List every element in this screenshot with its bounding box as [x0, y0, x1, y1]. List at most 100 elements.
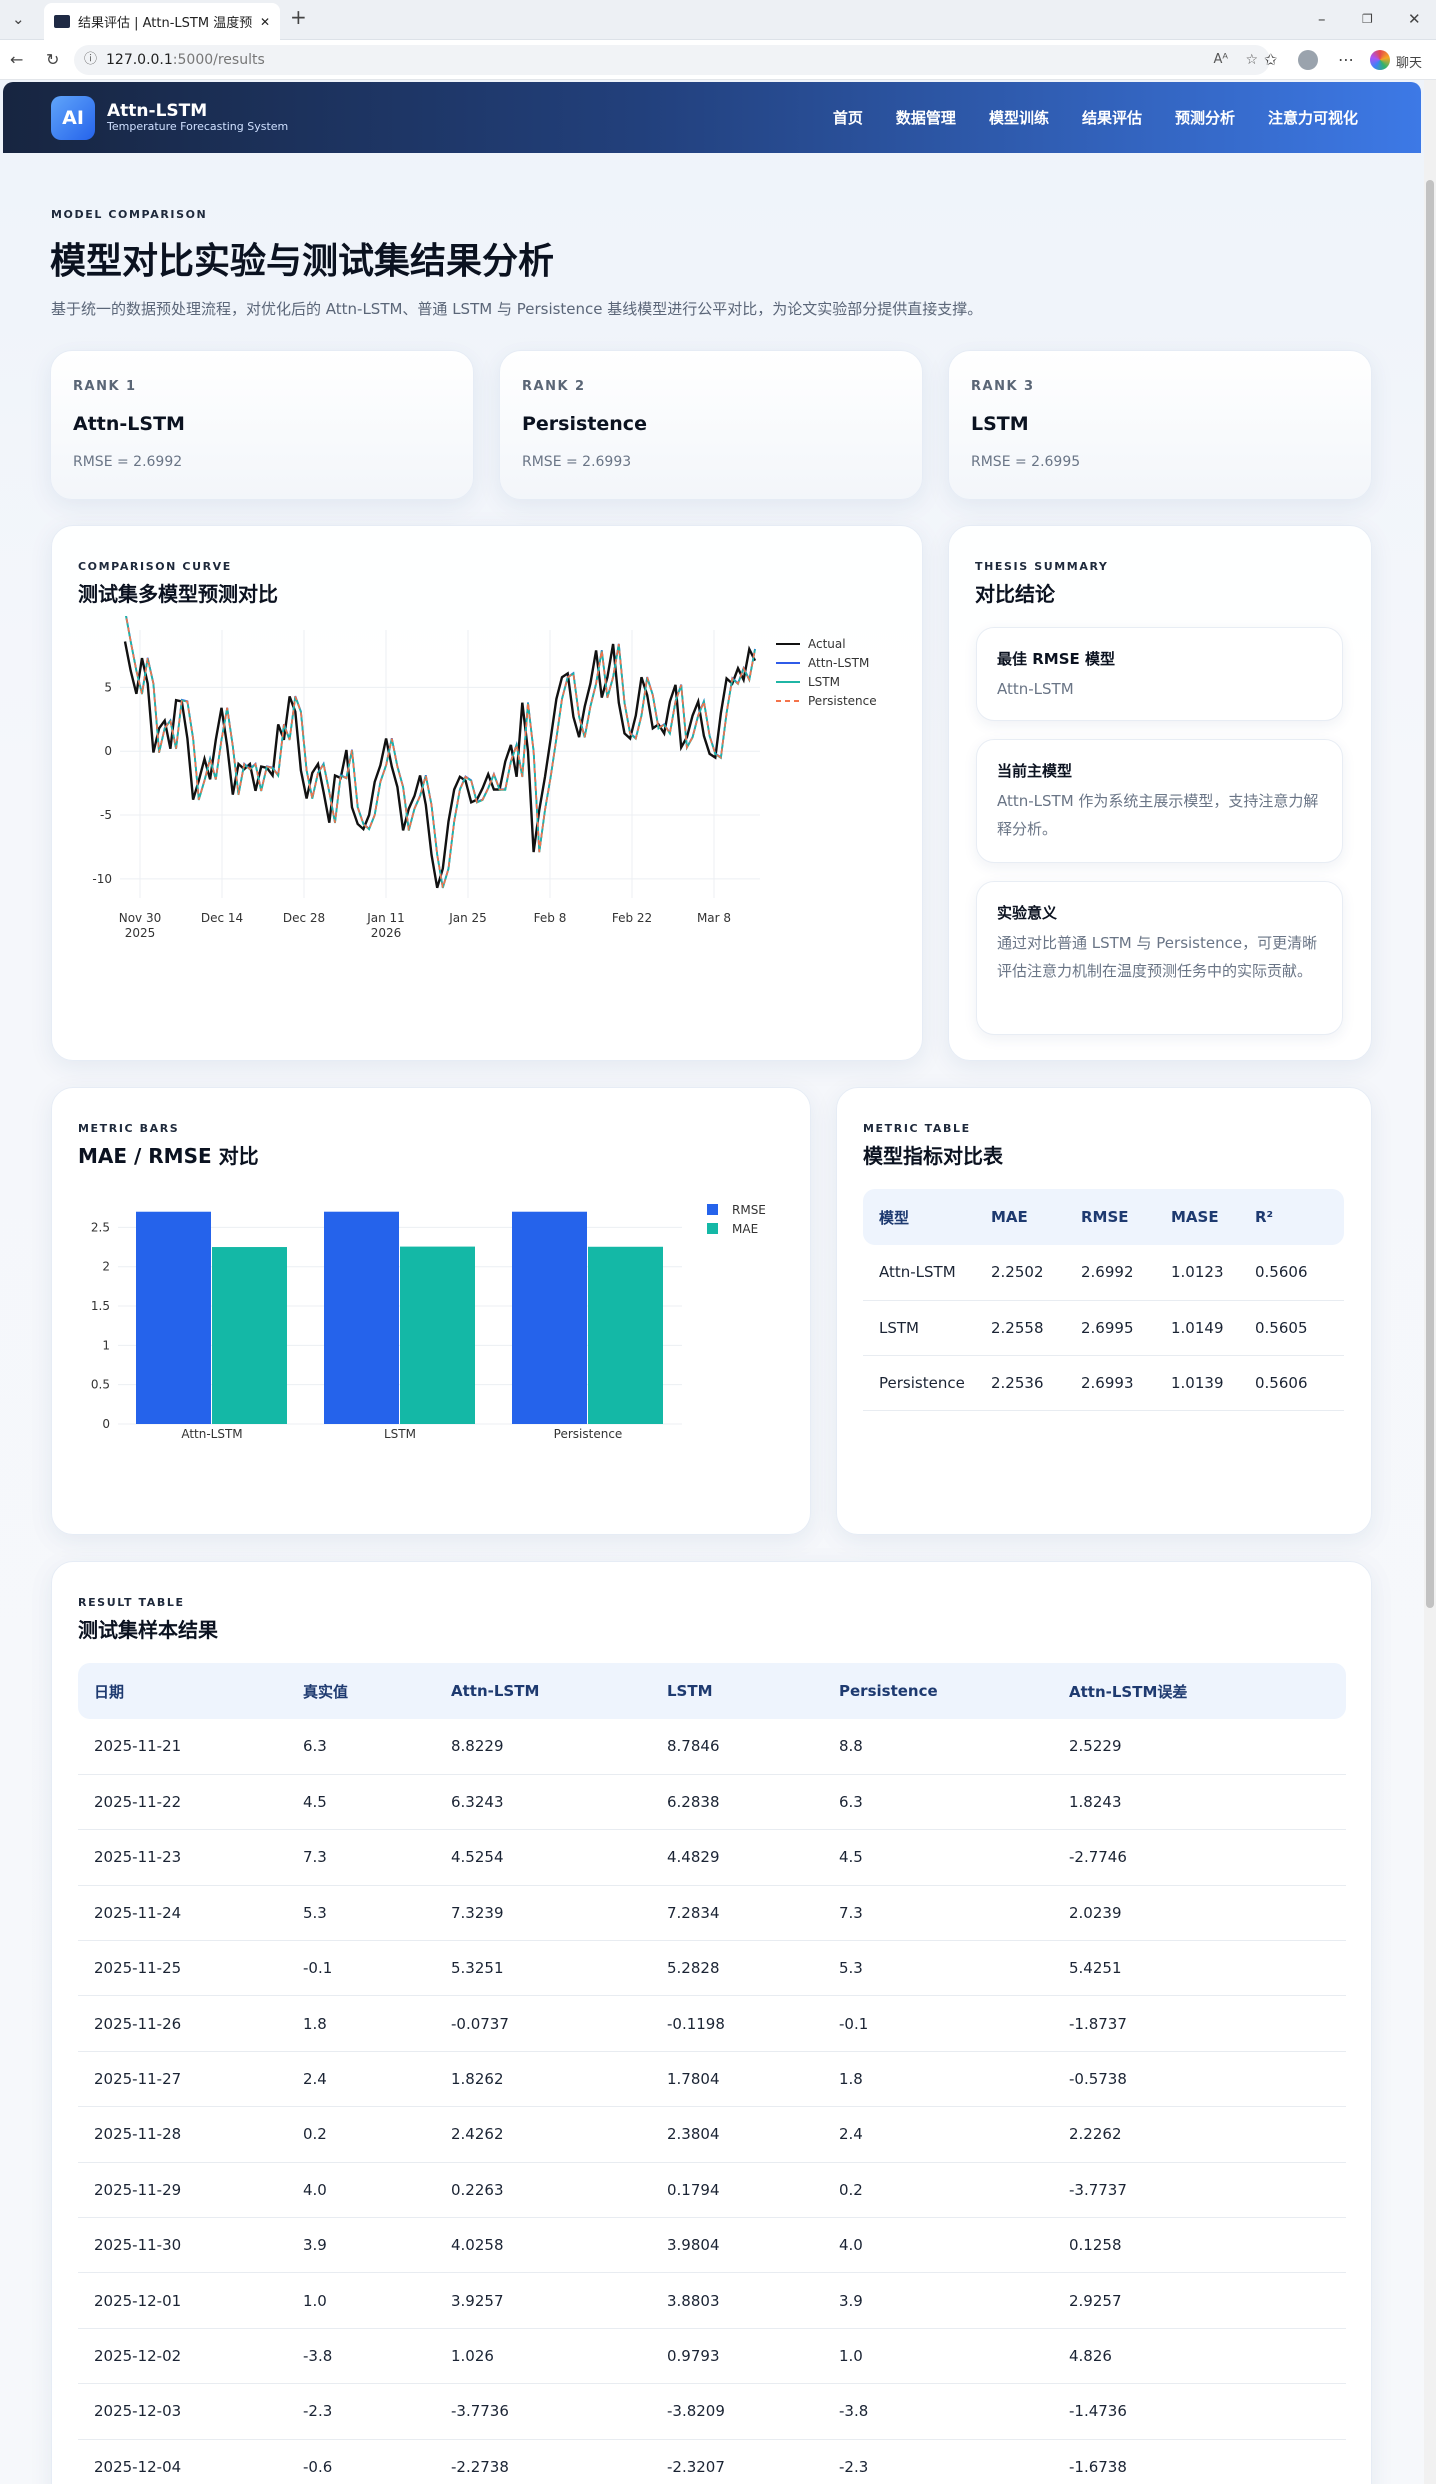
cell: 0.2263 — [451, 2162, 667, 2219]
line-chart[interactable]: Nov 30 2025 Dec 14 Dec 28 Jan 11 2026 Jan 25 Fe… — [52, 616, 924, 1062]
rank-label: RANK 1 — [73, 379, 137, 394]
brand-name: Attn-LSTM — [107, 101, 208, 121]
rank-card-1: RANK 1 Attn-LSTM RMSE = 2.6992 — [50, 350, 474, 500]
nav-train[interactable]: 模型训练 — [988, 109, 1049, 127]
rank-model: LSTM — [971, 413, 1029, 435]
more-menu-icon[interactable]: ⋯ — [1338, 50, 1354, 69]
read-aloud-icon[interactable]: Aᴬ — [1213, 52, 1229, 67]
brand-logo[interactable]: AI — [51, 95, 95, 140]
rank-card-2: RANK 2 Persistence RMSE = 2.6993 — [499, 350, 923, 500]
cell: -2.7746 — [1069, 1829, 1346, 1886]
table-row: 2025-11-22 4.5 6.3243 6.2838 6.3 1.8243 — [78, 1774, 1346, 1831]
table-row: 2025-11-24 5.3 7.3239 7.2834 7.3 2.0239 — [78, 1885, 1346, 1942]
nav-data[interactable]: 数据管理 — [895, 109, 956, 127]
page-title: 模型对比实验与测试集结果分析 — [50, 241, 555, 282]
legend-swatch — [707, 1204, 718, 1215]
cell: 2025-11-23 — [78, 1829, 303, 1886]
bars-title: MAE / RMSE 对比 — [78, 1144, 259, 1168]
summary-eyebrow: THESIS SUMMARY — [975, 560, 1109, 573]
table-header-row: 模型 MAE RMSE MASE R² — [863, 1189, 1344, 1245]
cell: 1.0 — [303, 2272, 451, 2329]
cell: 4.4829 — [667, 1829, 839, 1886]
profile-avatar-icon[interactable] — [1298, 50, 1318, 70]
bar-mae — [212, 1247, 287, 1424]
table-row: 2025-12-01 1.0 3.9257 3.8803 3.9 2.9257 — [78, 2272, 1346, 2329]
summary-item-body: Attn-LSTM 作为系统主展示模型，支持注意力解释分析。 — [997, 792, 1319, 838]
cell: 2.6995 — [1081, 1300, 1171, 1356]
table-row: 2025-11-21 6.3 8.8229 8.7846 8.8 2.5229 — [78, 1719, 1346, 1775]
cell: 1.8243 — [1069, 1774, 1346, 1831]
cell: 8.8229 — [451, 1719, 667, 1775]
summary-item-title: 当前主模型 — [997, 762, 1073, 780]
table-row: Attn-LSTM 2.2502 2.6992 1.0123 0.5606 — [863, 1245, 1344, 1301]
cell: 2025-11-30 — [78, 2217, 303, 2274]
x-tick-label: LSTM — [384, 1427, 416, 1441]
rank-label: RANK 3 — [971, 379, 1035, 394]
bar-chart[interactable]: 0 0.5 1 1.5 2 2.5 Attn-LSTM LSTM Persistence RMSE… — [52, 1178, 812, 1536]
scrollbar[interactable] — [1424, 80, 1436, 2484]
result-table: 日期 真实值 Attn-LSTM LSTM Persistence Attn-L… — [78, 1663, 1346, 2484]
x-tick-label: Dec 14 — [201, 911, 243, 925]
curve-eyebrow: COMPARISON CURVE — [78, 560, 232, 573]
summary-item: 最佳 RMSE 模型 Attn-LSTM — [976, 627, 1343, 721]
new-tab-icon[interactable]: + — [290, 5, 307, 29]
cell: 0.1258 — [1069, 2217, 1346, 2274]
col-header: Persistence — [839, 1682, 938, 1700]
rank-value: RMSE = 2.6993 — [522, 454, 632, 470]
y-tick-label: 0 — [104, 744, 112, 758]
window-close-icon[interactable]: ✕ — [1408, 10, 1421, 28]
cell: -0.0737 — [451, 1995, 667, 2052]
nav-predict[interactable]: 预测分析 — [1174, 109, 1235, 127]
comparison-curve-card: COMPARISON CURVE 测试集多模型预测对比 Nov 30 2025 De… — [51, 525, 923, 1061]
copilot-icon[interactable] — [1370, 50, 1390, 70]
rank-value: RMSE = 2.6995 — [971, 454, 1081, 470]
scrollbar-thumb[interactable] — [1426, 180, 1434, 1608]
col-header: LSTM — [667, 1682, 713, 1700]
address-bar[interactable]: ⓘ 127.0.0.1:5000/results Aᴬ ☆ — [74, 45, 1270, 75]
table-row: 2025-11-27 2.4 1.8262 1.7804 1.8 -0.5738 — [78, 2051, 1346, 2108]
result-table-title: 测试集样本结果 — [78, 1618, 218, 1642]
cell: 2.4 — [839, 2106, 1069, 2163]
tab-list-chevron-icon[interactable]: ⌄ — [12, 10, 25, 28]
cell: 1.026 — [451, 2328, 667, 2385]
bar-rmse — [136, 1211, 211, 1424]
tab-close-icon[interactable]: ✕ — [259, 14, 270, 29]
metric-bars-card: METRIC BARS MAE / RMSE 对比 0 0.5 1 1.5 2 2.5 At… — [51, 1087, 811, 1535]
nav-home[interactable]: 首页 — [832, 109, 863, 127]
site-info-icon[interactable]: ⓘ — [84, 52, 98, 67]
cell: Attn-LSTM — [863, 1245, 991, 1301]
favorite-star-icon[interactable]: ☆ — [1245, 52, 1258, 68]
cell: 4.5254 — [451, 1829, 667, 1886]
result-table-eyebrow: RESULT TABLE — [78, 1596, 185, 1609]
metric-table: 模型 MAE RMSE MASE R² Attn-LSTM 2.2502 2.699… — [863, 1189, 1344, 1411]
restore-icon[interactable]: ❐ — [1362, 12, 1373, 26]
x-tick-label: Nov 30 2025 — [119, 911, 162, 940]
y-tick-label: 2.5 — [91, 1220, 110, 1234]
x-tick-label: Persistence — [554, 1427, 623, 1441]
legend-swatch — [707, 1223, 718, 1234]
summary-item: 当前主模型 Attn-LSTM 作为系统主展示模型，支持注意力解释分析。 — [976, 739, 1343, 863]
cell: 1.0139 — [1171, 1355, 1255, 1411]
cell: -0.1 — [303, 1940, 451, 1997]
summary-item-title: 最佳 RMSE 模型 — [997, 650, 1115, 668]
browser-tab[interactable]: 结果评估 | Attn-LSTM 温度预测系 ✕ — [44, 3, 280, 40]
cell: 1.0 — [839, 2328, 1069, 2385]
favorites-icon[interactable]: ✩ — [1264, 50, 1278, 69]
nav-results[interactable]: 结果评估 — [1081, 109, 1142, 127]
refresh-icon[interactable]: ↻ — [46, 50, 60, 69]
x-tick-label: Dec 28 — [283, 911, 325, 925]
metric-table-title: 模型指标对比表 — [863, 1144, 1003, 1168]
cell: 2025-11-21 — [78, 1719, 303, 1775]
cell: -3.8 — [303, 2328, 451, 2385]
curve-title: 测试集多模型预测对比 — [78, 582, 278, 606]
nav-attention[interactable]: 注意力可视化 — [1267, 109, 1358, 127]
metric-table-eyebrow: METRIC TABLE — [863, 1122, 971, 1135]
chat-label[interactable]: 聊天 — [1396, 56, 1423, 71]
back-icon[interactable]: ← — [10, 50, 24, 69]
cell: -3.7737 — [1069, 2162, 1346, 2219]
cell: 2025-12-03 — [78, 2383, 303, 2440]
minimize-icon[interactable]: – — [1318, 10, 1326, 28]
cell: 2025-11-26 — [78, 1995, 303, 2052]
page-subtitle: 基于统一的数据预处理流程，对优化后的 Attn-LSTM、普通 LSTM 与 P… — [51, 300, 983, 318]
col-header: MAE — [991, 1208, 1028, 1226]
